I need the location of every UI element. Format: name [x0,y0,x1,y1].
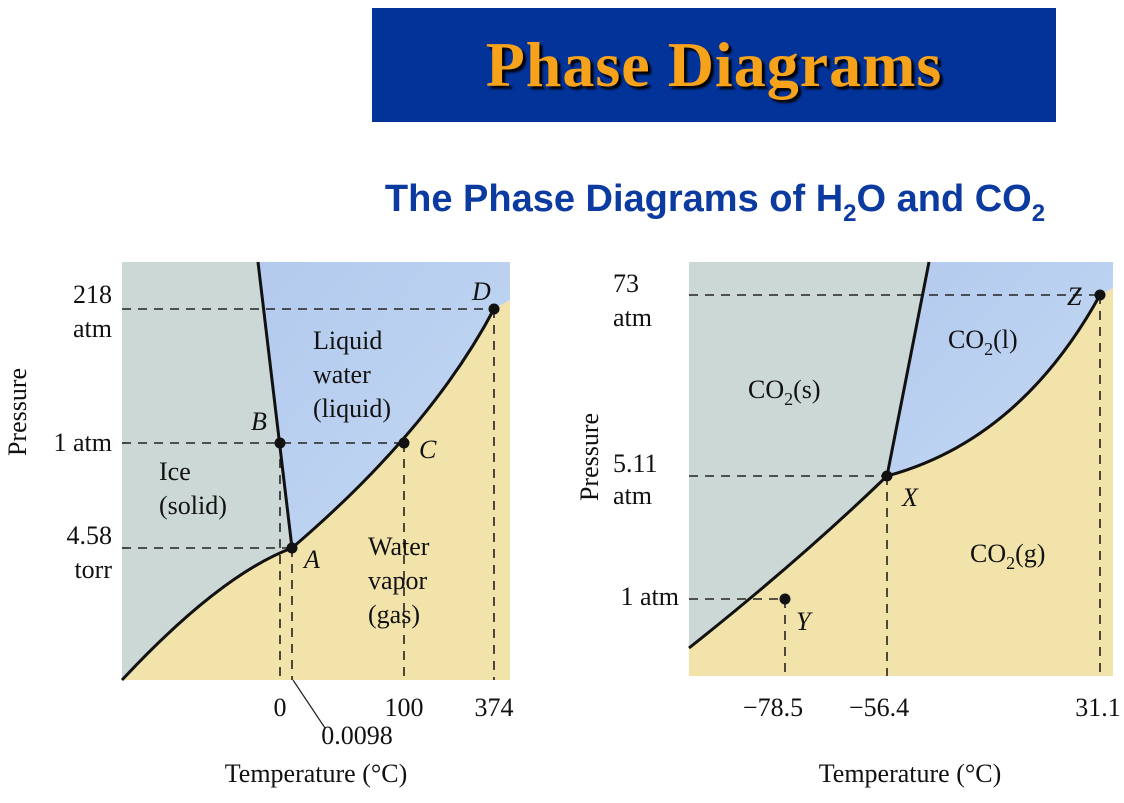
title-banner: Phase Diagrams [372,8,1056,122]
co2-p73-label-2: atm [613,303,652,332]
water-point-c-marker [398,437,410,449]
co2-p73-label-1: 73 [613,269,639,298]
co2-point-y-marker [779,593,791,605]
subtitle: The Phase Diagrams of H2O and CO2 [320,178,1110,227]
co2-liquid-label: CO2(l) [948,325,1018,359]
co2-sublimation-curve [688,474,889,650]
water-sublimation-curve [120,546,293,682]
co2-point-z-label: Z [1067,282,1082,311]
water-gas-label-2: vapor [368,566,428,595]
water-point-b-marker [274,437,286,449]
water-p458-label-1: 4.58 [67,521,113,550]
co2-point-x-marker [881,470,893,482]
co2-liquid-region [887,262,1113,476]
co2-gas-region [689,288,1113,676]
water-guide-lines [122,308,495,680]
water-liquid-label-2: water [313,360,371,389]
co2-solid-label: CO2(s) [748,375,821,409]
co2-point-y-label: Y [796,607,813,636]
water-liquid-region [258,262,510,548]
water-point-b-label: B [251,407,267,436]
co2-t311-label: 31.1 [1075,693,1121,722]
co2-y-axis-label: Pressure [575,413,604,501]
co2-x-axis-label: Temperature (°C) [819,759,1002,788]
water-triple-point-leader [292,679,326,729]
water-t0-label: 0 [274,693,287,722]
water-vaporization-curve [291,308,496,550]
water-p458-label-2: torr [74,555,112,584]
co2-p511-label-1: 5.11 [613,449,658,478]
water-point-a-marker [286,542,298,554]
water-gas-region [122,300,510,680]
co2-point-x-label: X [901,483,919,512]
water-phase-diagram: A B C D Ice (solid) Liquid water (liquid… [3,261,514,788]
co2-phase-diagram: X Y Z CO2(s) CO2(l) CO2(g) 73 atm 5.11 a… [575,261,1121,788]
co2-melting-curve [885,261,931,477]
water-p218-label-2: atm [73,314,112,343]
co2-t564-label: −56.4 [849,693,909,722]
water-p1-label: 1 atm [54,428,113,457]
water-solid-label-2: (solid) [159,491,227,520]
water-t374-label: 374 [475,693,514,722]
water-x-axis-label: Temperature (°C) [225,759,408,788]
water-liquid-label-3: (liquid) [313,394,391,423]
water-solid-label-1: Ice [159,457,191,486]
co2-point-z-marker [1094,289,1106,301]
water-y-axis-label: Pressure [3,368,32,456]
co2-gas-label: CO2(g) [970,539,1045,573]
co2-solid-region [689,262,929,648]
water-melting-curve [256,261,294,549]
subtitle-part2: O and CO [856,178,1032,220]
water-t00098-label: 0.0098 [321,721,393,750]
co2-t785-label: −78.5 [743,693,803,722]
water-point-d-marker [488,303,500,315]
co2-guide-lines [689,294,1101,676]
co2-p1-label: 1 atm [621,582,680,611]
water-point-c-label: C [419,435,437,464]
subtitle-sub2: 2 [1031,200,1046,227]
water-gas-label-1: Water [368,532,430,561]
water-point-d-label: D [471,277,491,306]
water-point-a-label: A [302,545,320,574]
co2-phase-boundaries [688,261,1102,650]
water-solid-region [122,262,292,680]
water-gas-label-3: (gas) [368,600,420,629]
page-title: Phase Diagrams [485,29,943,100]
water-p218-label-1: 218 [73,280,112,309]
co2-p511-label-2: atm [613,481,652,510]
co2-vaporization-curve [886,294,1102,478]
water-liquid-label-1: Liquid [313,326,382,355]
subtitle-part1: The Phase Diagrams of H [384,178,844,220]
water-phase-boundaries [120,261,496,682]
water-t100-label: 100 [385,693,424,722]
subtitle-sub1: 2 [843,200,857,227]
